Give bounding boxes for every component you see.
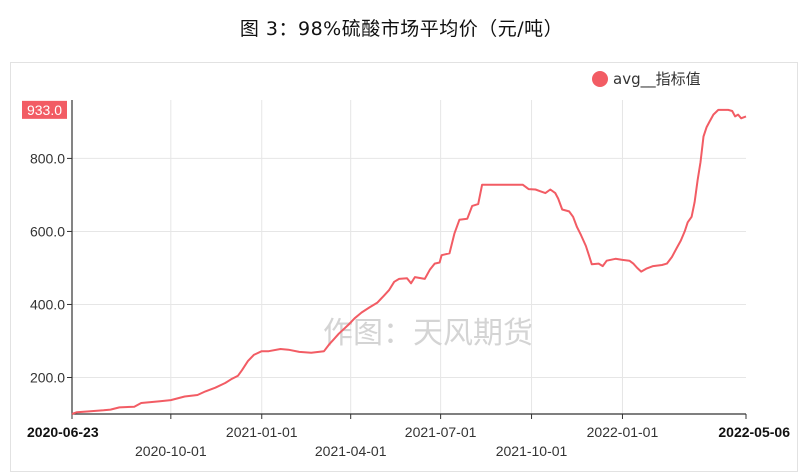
x-axis: 2020-06-23 2020-10-01 2021-01-01 2021-04-01… xyxy=(27,413,790,459)
x-tick-label: 2021-01-01 xyxy=(226,424,298,440)
x-tick-label: 2021-04-01 xyxy=(315,443,387,459)
chart-title: 图 3：98%硫酸市场平均价（元/吨） xyxy=(239,18,564,40)
x-tick-label: 2021-07-01 xyxy=(405,424,477,440)
max-value-box xyxy=(22,100,67,119)
x-tick-label: 2020-10-01 xyxy=(135,443,207,459)
watermark: 作图：天风期货 xyxy=(323,316,533,351)
x-tick-label: 2021-10-01 xyxy=(496,443,568,459)
y-tick-label: 600.0 xyxy=(30,223,65,239)
chart-frame xyxy=(10,62,798,472)
grid-lines xyxy=(72,100,746,414)
y-axis: 200.0 400.0 600.0 800.0 933.0 xyxy=(22,100,73,414)
legend-marker xyxy=(592,71,608,87)
series-line-0 xyxy=(71,108,747,415)
y-tick-label: 800.0 xyxy=(30,150,65,166)
x-tick-label: 2020-06-23 xyxy=(27,424,99,440)
series-layer xyxy=(71,108,747,415)
y-tick-label: 200.0 xyxy=(30,369,65,385)
legend[interactable]: avg__指标值 xyxy=(592,70,701,89)
y-tick-label: 400.0 xyxy=(30,296,65,312)
max-value-label: 933.0 xyxy=(27,102,62,118)
x-tick-label: 2022-01-01 xyxy=(587,424,659,440)
x-tick-label: 2022-05-06 xyxy=(718,424,790,440)
legend-label: avg__指标值 xyxy=(613,70,701,89)
